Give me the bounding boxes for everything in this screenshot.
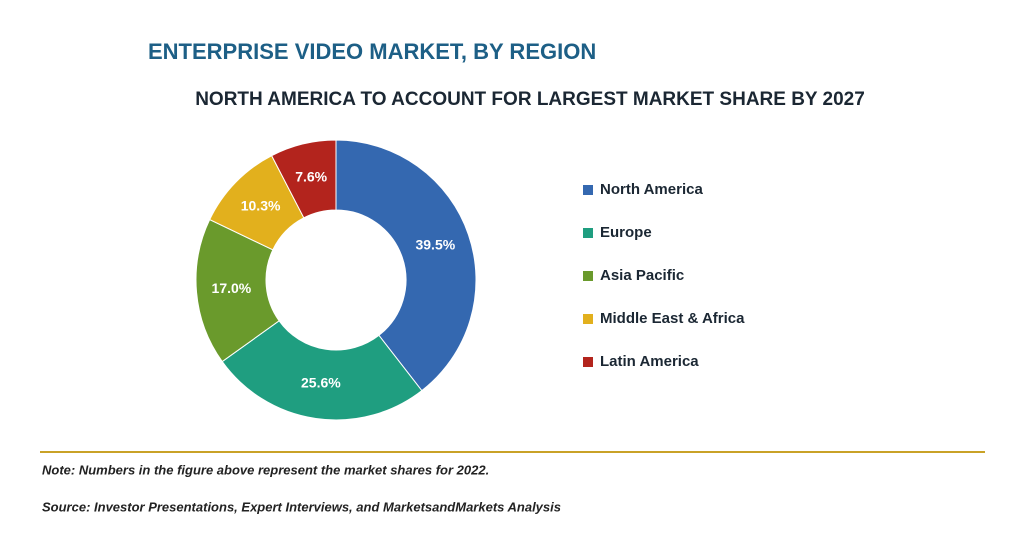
legend-label: Latin America	[600, 353, 699, 370]
legend-swatch	[583, 357, 593, 367]
wedge	[335, 139, 477, 392]
legend-swatch	[583, 271, 593, 281]
value-label: 39.5%	[415, 237, 455, 253]
chart-subtitle: NORTH AMERICA TO ACCOUNT FOR LARGEST MAR…	[195, 89, 865, 110]
value-label: 7.6%	[295, 169, 327, 185]
wedge	[195, 218, 280, 363]
legend-label: Asia Pacific	[600, 267, 684, 284]
chart-title: ENTERPRISE VIDEO MARKET, BY REGION	[148, 39, 596, 64]
value-label: 10.3%	[241, 198, 281, 214]
legend-label: Europe	[600, 224, 652, 241]
wedge	[270, 139, 337, 219]
legend-swatch	[583, 314, 593, 324]
wedge	[221, 320, 423, 421]
legend-swatch	[583, 228, 593, 238]
legend-label: Middle East & Africa	[600, 310, 745, 327]
value-label: 17.0%	[212, 280, 252, 296]
value-label: 25.6%	[301, 375, 341, 391]
source: Source: Investor Presentations, Expert I…	[42, 499, 561, 514]
legend-label: North America	[600, 181, 703, 198]
legend-swatch	[583, 185, 593, 195]
note: Note: Numbers in the figure above repres…	[42, 462, 489, 477]
